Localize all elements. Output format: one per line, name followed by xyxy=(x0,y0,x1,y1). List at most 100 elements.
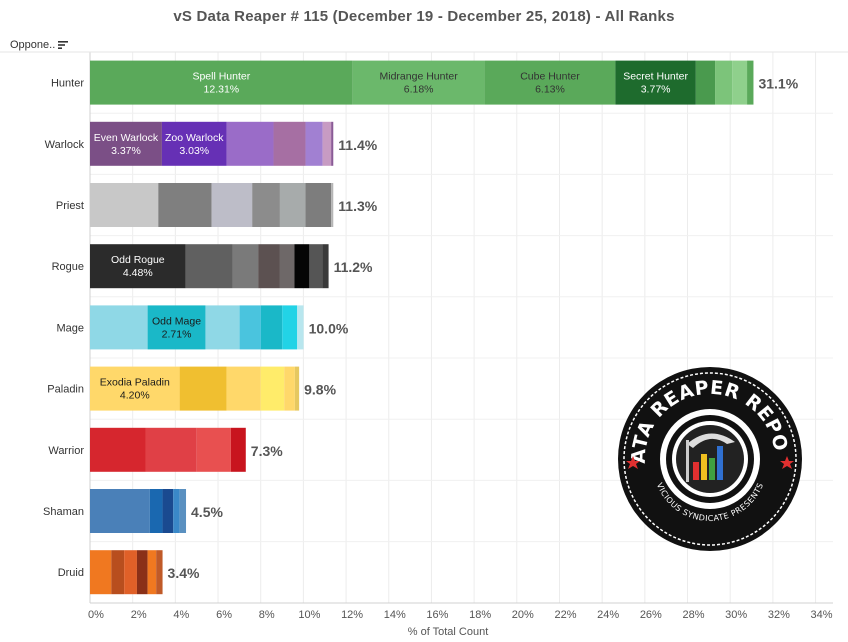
bar-segment[interactable] xyxy=(305,121,323,166)
bar-segment[interactable] xyxy=(90,244,186,289)
bar-segment[interactable] xyxy=(173,489,180,533)
bar-segment[interactable] xyxy=(179,366,227,411)
category-label: Priest xyxy=(56,200,84,212)
bar-segment[interactable] xyxy=(211,183,253,227)
bar-total-label: 11.3% xyxy=(338,198,377,214)
segment-archetype-label: Odd Mage xyxy=(152,315,201,327)
bar-segment[interactable] xyxy=(149,489,163,533)
segment-archetype-label: Even Warlock xyxy=(94,132,159,144)
bar-segment[interactable] xyxy=(136,550,148,595)
category-label: Warrior xyxy=(48,445,84,457)
x-tick-label: 6% xyxy=(216,609,232,621)
bar-segment[interactable] xyxy=(484,60,616,105)
x-tick-label: 18% xyxy=(469,609,491,621)
segment-value-label: 3.03% xyxy=(179,145,209,157)
bar-segment[interactable] xyxy=(111,550,125,595)
bar-segment[interactable] xyxy=(161,121,227,166)
bar-segment[interactable] xyxy=(147,305,206,350)
bar-segment[interactable] xyxy=(158,183,212,227)
bar-segment[interactable] xyxy=(279,183,306,227)
bar-segment[interactable] xyxy=(294,244,310,289)
category-label: Druid xyxy=(58,567,84,579)
bar-segment[interactable] xyxy=(90,489,150,533)
segment-archetype-label: Spell Hunter xyxy=(192,71,250,83)
x-tick-label: 0% xyxy=(88,609,104,621)
segment-value-label: 12.31% xyxy=(204,84,240,96)
bar-segment[interactable] xyxy=(282,305,298,350)
bar-segment[interactable] xyxy=(90,121,162,166)
bar-segment[interactable] xyxy=(297,305,304,350)
bar-segment[interactable] xyxy=(156,550,163,595)
bar-segment[interactable] xyxy=(196,427,231,472)
bar-segment[interactable] xyxy=(732,60,748,105)
bar-segment[interactable] xyxy=(352,60,485,105)
category-label: Rogue xyxy=(52,261,84,273)
bar-segment[interactable] xyxy=(205,305,240,350)
bar-segment[interactable] xyxy=(331,183,334,227)
x-axis-title: % of Total Count xyxy=(408,626,489,638)
bar-total-label: 4.5% xyxy=(191,504,223,520)
bar-segment[interactable] xyxy=(145,427,197,472)
bar-segment[interactable] xyxy=(90,183,159,227)
segment-value-label: 6.13% xyxy=(535,84,565,96)
bar-segment[interactable] xyxy=(185,244,233,289)
bar-segment[interactable] xyxy=(90,427,146,472)
sort-descending-icon[interactable] xyxy=(58,41,69,49)
bar-segment[interactable] xyxy=(284,366,295,411)
x-tick-label: 34% xyxy=(811,609,833,621)
bar-total-label: 3.4% xyxy=(168,565,200,581)
bar-segment[interactable] xyxy=(147,550,157,595)
bar-segment[interactable] xyxy=(239,305,261,350)
bar-segment[interactable] xyxy=(179,489,187,533)
bar-segment[interactable] xyxy=(260,366,285,411)
bar-segment[interactable] xyxy=(90,60,353,105)
bar-segment[interactable] xyxy=(279,244,295,289)
x-tick-label: 2% xyxy=(131,609,147,621)
bar-segment[interactable] xyxy=(273,121,306,166)
bar-segment[interactable] xyxy=(695,60,716,105)
bar-total-label: 9.8% xyxy=(304,382,336,398)
bar-segment[interactable] xyxy=(322,121,332,166)
star-icon xyxy=(626,456,640,469)
bar-segment[interactable] xyxy=(252,183,280,227)
x-tick-label: 24% xyxy=(597,609,619,621)
x-tick-label: 26% xyxy=(640,609,662,621)
x-tick-label: 12% xyxy=(341,609,363,621)
bar-segment[interactable] xyxy=(230,427,246,472)
bar-segment[interactable] xyxy=(615,60,696,105)
x-tick-label: 28% xyxy=(683,609,705,621)
bar-segment[interactable] xyxy=(124,550,137,595)
bar-segment[interactable] xyxy=(309,244,323,289)
bar-segment[interactable] xyxy=(331,121,334,166)
bar-segment[interactable] xyxy=(90,366,180,411)
bar-segment[interactable] xyxy=(294,366,300,411)
opponent-column-header[interactable]: Oppone.. xyxy=(10,39,69,51)
bar-segment[interactable] xyxy=(305,183,332,227)
bar-segment[interactable] xyxy=(322,244,329,289)
segment-archetype-label: Zoo Warlock xyxy=(165,132,224,144)
x-tick-label: 20% xyxy=(512,609,534,621)
bar-segment[interactable] xyxy=(258,244,280,289)
bar-segment[interactable] xyxy=(232,244,259,289)
bar-segment[interactable] xyxy=(162,489,174,533)
bar-total-label: 11.2% xyxy=(334,259,373,275)
opponent-column-label: Oppone.. xyxy=(10,39,56,51)
category-label: Mage xyxy=(56,322,84,334)
category-label: Hunter xyxy=(51,78,84,90)
bar-segment[interactable] xyxy=(715,60,733,105)
bar-segment[interactable] xyxy=(226,121,274,166)
star-icon xyxy=(780,456,794,469)
x-tick-label: 30% xyxy=(725,609,747,621)
x-tick-label: 22% xyxy=(554,609,576,621)
x-tick-label: 4% xyxy=(173,609,189,621)
segment-archetype-label: Exodia Paladin xyxy=(100,377,170,389)
bar-segment[interactable] xyxy=(90,550,112,595)
x-tick-label: 16% xyxy=(426,609,448,621)
x-tick-label: 32% xyxy=(768,609,790,621)
bar-segment[interactable] xyxy=(747,60,754,105)
data-reaper-report-logo: DATA REAPER REPORT VICIOUS SYNDICATE PRE… xyxy=(615,364,802,551)
bar-segment[interactable] xyxy=(260,305,283,350)
bar-segment[interactable] xyxy=(226,366,261,411)
bar-segment[interactable] xyxy=(90,305,148,350)
chart-title: vS Data Reaper # 115 (December 19 - Dece… xyxy=(173,8,675,25)
